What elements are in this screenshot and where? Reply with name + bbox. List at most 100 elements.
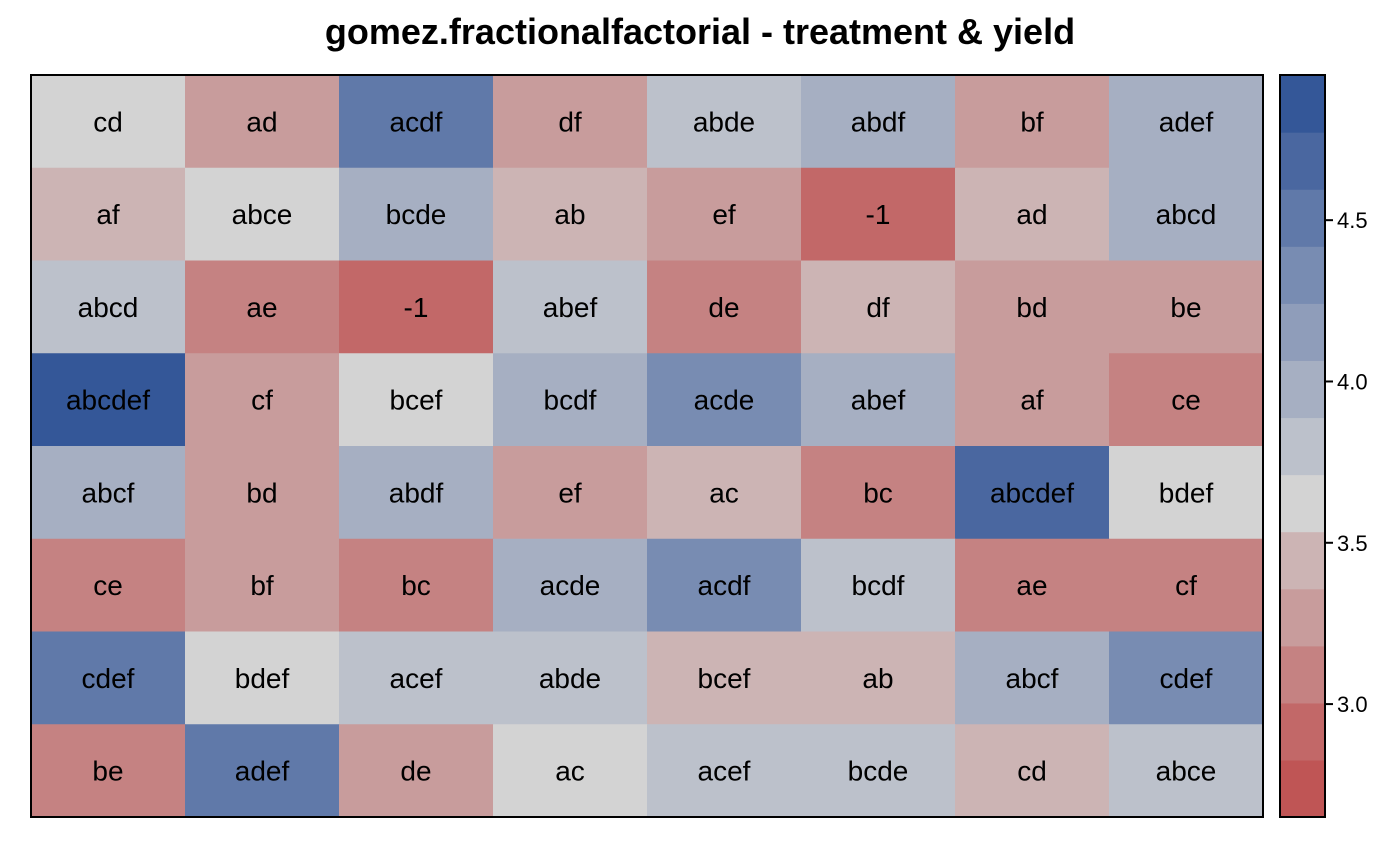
- heatmap-cell-label: bf: [1020, 106, 1044, 137]
- heatmap-cell-label: abdf: [851, 106, 906, 137]
- heatmap-cell: [185, 260, 340, 354]
- colorbar-segment: [1280, 531, 1325, 590]
- heatmap-cell-label: bd: [246, 477, 277, 508]
- heatmap-cell: [647, 724, 802, 818]
- heatmap-cell: [493, 538, 648, 633]
- heatmap-cell-label: ab: [862, 663, 893, 694]
- heatmap-cell-label: be: [92, 756, 123, 787]
- colorbar-border: [1279, 74, 1326, 818]
- heatmap-cell: [801, 167, 956, 262]
- heatmap-cell-label: bc: [401, 570, 431, 601]
- heatmap-cell: [1109, 538, 1264, 633]
- heatmap-cell: [493, 446, 648, 540]
- heatmap-cell: [1109, 631, 1264, 725]
- heatmap-cell-label: abde: [693, 106, 755, 137]
- heatmap-cell-label: acef: [390, 663, 443, 694]
- heatmap-cell: [1109, 167, 1264, 262]
- heatmap-cell: [493, 724, 648, 818]
- heatmap-cell: [801, 724, 956, 818]
- heatmap-cell: [339, 75, 494, 169]
- heatmap-cell-label: ce: [1171, 385, 1201, 416]
- heatmap-cell: [955, 538, 1110, 633]
- heatmap-cell: [955, 167, 1110, 262]
- heatmap-cell-label: cdef: [82, 663, 135, 694]
- heatmap-cell-label: acde: [540, 570, 601, 601]
- heatmap-cell-label: cf: [251, 385, 273, 416]
- colorbar-segment: [1280, 645, 1325, 704]
- heatmap-cell-label: de: [400, 756, 431, 787]
- heatmap-cell: [31, 353, 186, 447]
- heatmap-cell-label: abcd: [1156, 199, 1217, 230]
- heatmap-cell-label: bdef: [1159, 477, 1214, 508]
- heatmap-cell-label: ef: [558, 477, 582, 508]
- colorbar-segment: [1280, 189, 1325, 247]
- heatmap-cell: [955, 631, 1110, 725]
- heatmap-cell-label: ce: [93, 570, 123, 601]
- heatmap-cell: [955, 75, 1110, 169]
- heatmap-cell-label: ae: [1016, 570, 1047, 601]
- heatmap-cell-label: acef: [698, 756, 751, 787]
- heatmap-cell: [801, 75, 956, 169]
- colorbar-tick-label: 3.0: [1337, 692, 1368, 717]
- heatmap-cell: [1109, 260, 1264, 354]
- heatmap-cell-label: bcdf: [852, 570, 905, 601]
- colorbar-segment: [1280, 303, 1325, 361]
- heatmap-cell-label: ae: [246, 292, 277, 323]
- heatmap-cell-label: bc: [863, 477, 893, 508]
- heatmap-cell-label: abdf: [389, 477, 444, 508]
- colorbar-segment: [1280, 75, 1325, 133]
- heatmap-cell-label: bdef: [235, 663, 290, 694]
- colorbar-tick-label: 3.5: [1337, 531, 1368, 556]
- heatmap-cell: [647, 167, 802, 262]
- heatmap-cell: [1109, 75, 1264, 169]
- heatmap-cell-label: bcdf: [544, 385, 597, 416]
- heatmap-cell: [493, 353, 648, 447]
- heatmap-cell: [339, 260, 494, 354]
- heatmap-cell-label: acdf: [390, 106, 443, 137]
- heatmap-cell: [31, 167, 186, 262]
- heatmap-cell: [185, 724, 340, 818]
- colorbar-tick-label: 4.0: [1337, 369, 1368, 394]
- heatmap-cell: [185, 353, 340, 447]
- heatmap-cell-label: cdef: [1160, 663, 1213, 694]
- heatmap-cell: [339, 631, 494, 725]
- colorbar-segment: [1280, 588, 1325, 647]
- heatmap-cell: [647, 260, 802, 354]
- heatmap-cell-label: ad: [1016, 199, 1047, 230]
- heatmap-cell: [31, 631, 186, 725]
- heatmap-cell-label: cd: [1017, 756, 1047, 787]
- heatmap-cell: [955, 260, 1110, 354]
- heatmap-cell-label: ab: [554, 199, 585, 230]
- heatmap-cell-label: abcd: [78, 292, 139, 323]
- heatmap-cell-label: abce: [1156, 756, 1217, 787]
- heatmap-cell: [801, 260, 956, 354]
- colorbar-segment: [1280, 474, 1325, 533]
- heatmap-cell: [955, 724, 1110, 818]
- heatmap-cell-label: acde: [694, 385, 755, 416]
- heatmap-cell-label: -1: [404, 292, 429, 323]
- heatmap-cell-label: abcf: [82, 477, 135, 508]
- heatmap-cell-label: -1: [866, 199, 891, 230]
- colorbar-segment: [1280, 132, 1325, 190]
- colorbar-segment: [1280, 360, 1325, 419]
- heatmap-cell-label: abce: [232, 199, 293, 230]
- heatmap-cell: [185, 75, 340, 169]
- heatmap-cell: [493, 260, 648, 354]
- heatmap-cell: [31, 446, 186, 540]
- plot-border: [30, 74, 1264, 818]
- heatmap-cell: [647, 75, 802, 169]
- heatmap-cell-label: cd: [93, 106, 123, 137]
- heatmap-cell-label: bcef: [390, 385, 443, 416]
- heatmap-cell-label: ad: [246, 106, 277, 137]
- heatmap-cell-label: adef: [235, 756, 290, 787]
- heatmap-cell: [493, 75, 648, 169]
- heatmap-cell: [339, 446, 494, 540]
- colorbar-segment: [1280, 702, 1325, 761]
- heatmap-cell: [647, 631, 802, 725]
- colorbar-segment: [1280, 759, 1325, 818]
- heatmap-cell: [1109, 446, 1264, 540]
- heatmap-cell-label: de: [708, 292, 739, 323]
- colorbar-tick-label: 4.5: [1337, 208, 1368, 233]
- heatmap-cell-label: df: [866, 292, 890, 323]
